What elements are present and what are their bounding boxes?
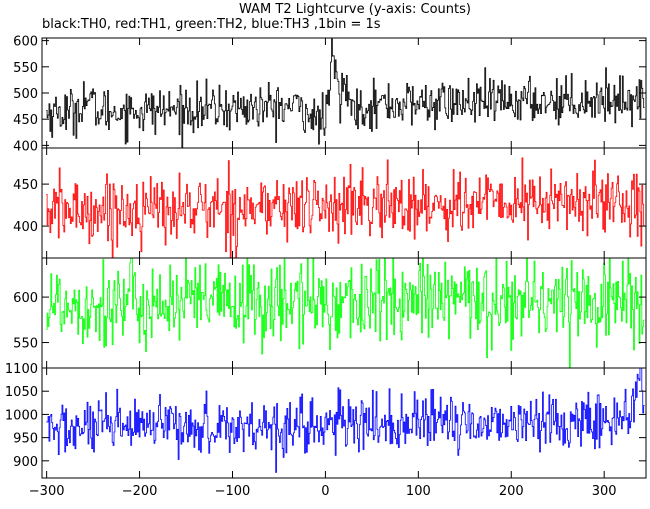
y-tick-label-th3: 950 bbox=[13, 432, 38, 447]
y-tick-label-th3: 900 bbox=[13, 455, 38, 470]
y-tick-label-th1: 400 bbox=[13, 220, 38, 235]
x-tick-label: 100 bbox=[406, 484, 431, 499]
panel-frame-th3 bbox=[41, 367, 647, 479]
y-tick-label-th3: 1100 bbox=[5, 362, 38, 377]
y-tick-label-th3: 1050 bbox=[5, 385, 38, 400]
y-tick-label-th2: 550 bbox=[13, 337, 38, 352]
x-tick-label: 300 bbox=[592, 484, 617, 499]
x-tick-label: −100 bbox=[215, 484, 251, 499]
y-tick-label-th0: 600 bbox=[13, 35, 38, 50]
y-tick-label-th0: 400 bbox=[13, 139, 38, 154]
series-line-th2 bbox=[46, 258, 645, 368]
panel-frame-th0 bbox=[41, 37, 647, 149]
series-line-th3 bbox=[46, 368, 645, 473]
y-tick-label-th0: 450 bbox=[13, 113, 38, 128]
x-tick-label: −300 bbox=[29, 484, 65, 499]
x-tick-label: 200 bbox=[499, 484, 524, 499]
panels-group: 4004505005506004004505506009009501000105… bbox=[5, 35, 647, 499]
series-line-th0 bbox=[46, 38, 645, 148]
chart-title: WAM T2 Lightcurve (y-axis: Counts) bbox=[239, 2, 471, 17]
y-tick-label-th3: 1000 bbox=[5, 408, 38, 423]
x-tick-label: −200 bbox=[122, 484, 158, 499]
x-tick-label: 0 bbox=[321, 484, 329, 499]
chart-subtitle: black:TH0, red:TH1, green:TH2, blue:TH3 … bbox=[42, 17, 381, 32]
series-line-th1 bbox=[46, 157, 645, 258]
y-tick-label-th0: 500 bbox=[13, 87, 38, 102]
y-tick-label-th2: 600 bbox=[13, 291, 38, 306]
y-tick-label-th0: 550 bbox=[13, 61, 38, 76]
panel-frame-th1 bbox=[41, 147, 647, 259]
y-tick-label-th1: 450 bbox=[13, 178, 38, 193]
